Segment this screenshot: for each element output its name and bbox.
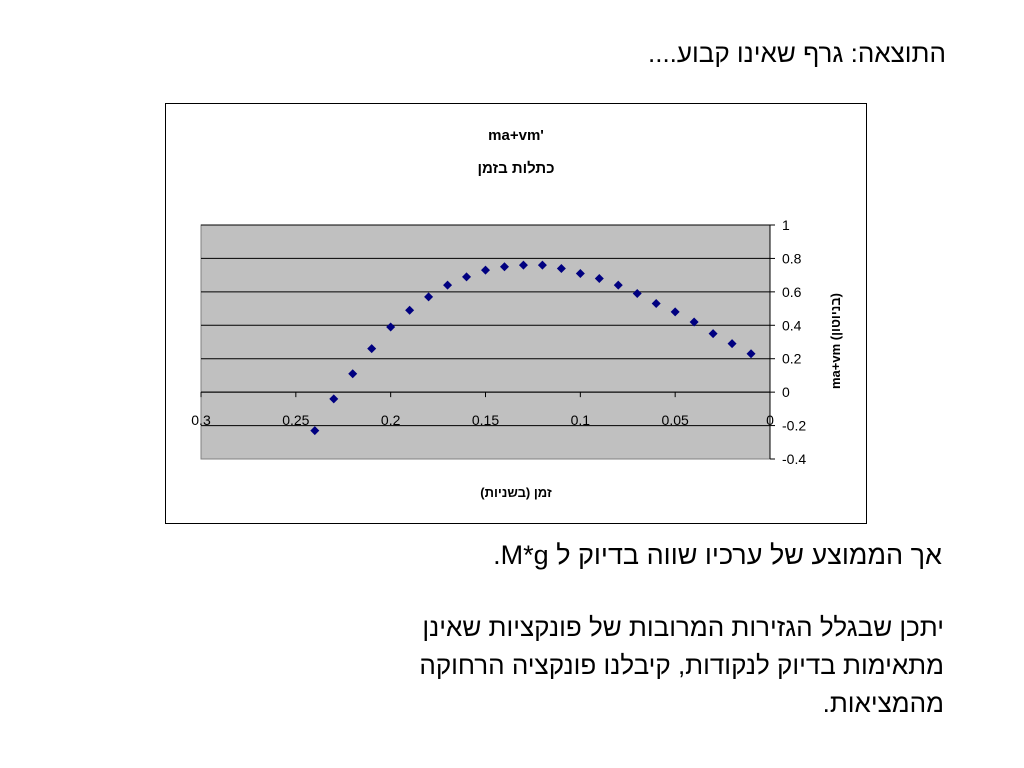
data-point <box>651 299 661 309</box>
explanation-line-2: מתאימות בדיוק לנקודות, קיבלנו פונקציה הר… <box>419 650 944 680</box>
data-point <box>424 292 434 302</box>
data-point <box>689 317 699 327</box>
data-point <box>329 394 339 404</box>
chart-frame: 1 0.8 0.6 0.4 0.2 0 -0.2 -0.4 0.3 0.25 0.2 0.15 0.1… <box>165 103 867 524</box>
y-axis-ticks: 1 0.8 0.6 0.4 0.2 0 -0.2 -0.4 <box>782 217 806 467</box>
explanation-line-1: יתכן שבגלל הגזירות המרובות של פונקציות ש… <box>422 612 944 642</box>
data-point <box>499 262 509 272</box>
data-point <box>746 349 756 359</box>
chart-title: ma+vm' <box>488 127 544 144</box>
x-tick-label: 0.2 <box>381 412 401 428</box>
data-point <box>632 289 642 299</box>
data-point <box>518 260 528 270</box>
y-tick-label: 0.2 <box>782 351 802 367</box>
data-point <box>310 426 320 436</box>
y-tick-label: 1 <box>782 217 790 233</box>
y-tick-label: 0 <box>782 384 790 400</box>
y-tick-label: 0.6 <box>782 284 802 300</box>
x-axis-ticks: 0.3 0.25 0.2 0.15 0.1 0.05 0 <box>191 412 774 428</box>
x-tick-label: 0 <box>766 412 774 428</box>
chart-subtitle: כתלות בזמן <box>478 160 555 177</box>
statement-text: אך הממוצע של ערכיו שווה בדיוק ל M*g. <box>493 540 942 570</box>
y-axis-label: ma+vm (בניוטון) <box>828 293 843 389</box>
data-point <box>575 268 585 278</box>
data-point <box>348 369 358 379</box>
data-points <box>310 260 756 436</box>
y-tick-label: -0.2 <box>782 418 806 434</box>
axes <box>200 224 775 460</box>
data-point <box>367 344 377 354</box>
data-point <box>670 307 680 317</box>
x-axis-label: זמן (בשניות) <box>480 485 552 500</box>
data-point <box>727 339 737 349</box>
data-point <box>386 322 396 332</box>
x-tick-label: 0.25 <box>282 412 309 428</box>
data-point <box>443 280 453 290</box>
x-tick-label: 0.05 <box>662 412 689 428</box>
x-tick-label: 0.1 <box>571 412 591 428</box>
y-tick-label: 0.8 <box>782 250 802 266</box>
explanation-paragraph: יתכן שבגלל הגזירות המרובות של פונקציות ש… <box>244 608 944 722</box>
data-point <box>462 272 472 282</box>
plot-area <box>200 224 771 460</box>
data-point <box>613 280 623 290</box>
scatter-chart: 1 0.8 0.6 0.4 0.2 0 -0.2 -0.4 0.3 0.25 0.2 0.15 0.1… <box>191 127 843 500</box>
y-tick-label: -0.4 <box>782 451 806 467</box>
x-tick-label: 0.3 <box>191 412 211 428</box>
slide-title: התוצאה: גרף שאינו קבוע.... <box>648 38 946 68</box>
data-point <box>537 260 547 270</box>
data-point <box>556 263 566 273</box>
data-point <box>481 265 490 275</box>
explanation-line-3: מהמציאות. <box>822 688 944 718</box>
data-point <box>594 273 604 283</box>
data-point <box>708 329 718 339</box>
data-point <box>405 305 415 315</box>
y-tick-label: 0.4 <box>782 317 802 333</box>
x-tick-label: 0.15 <box>472 412 499 428</box>
